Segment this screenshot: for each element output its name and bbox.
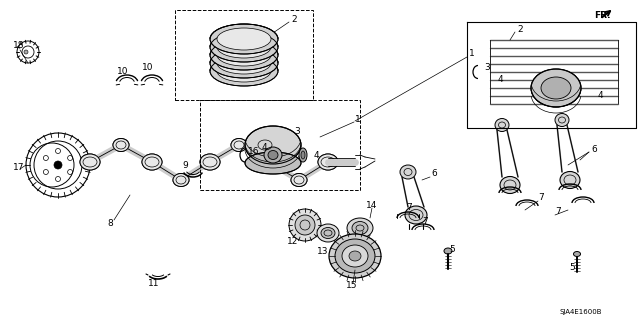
- Ellipse shape: [217, 28, 271, 50]
- Text: 7: 7: [422, 218, 428, 226]
- Ellipse shape: [299, 148, 307, 162]
- Text: 6: 6: [431, 169, 436, 179]
- Ellipse shape: [210, 24, 278, 54]
- Ellipse shape: [245, 152, 301, 174]
- Ellipse shape: [173, 174, 189, 187]
- Text: 5: 5: [449, 244, 455, 254]
- Ellipse shape: [210, 40, 278, 70]
- Text: SJA4E1600B: SJA4E1600B: [560, 309, 602, 315]
- Ellipse shape: [531, 69, 581, 107]
- Ellipse shape: [555, 114, 569, 127]
- Text: 5: 5: [569, 263, 575, 272]
- Ellipse shape: [444, 248, 452, 254]
- Text: 3: 3: [294, 127, 300, 136]
- Text: 2: 2: [517, 25, 523, 33]
- Text: 6: 6: [591, 145, 596, 153]
- Ellipse shape: [573, 251, 580, 256]
- Text: 8: 8: [107, 219, 113, 228]
- Ellipse shape: [217, 44, 271, 66]
- Ellipse shape: [301, 151, 305, 159]
- Ellipse shape: [210, 56, 278, 86]
- Text: 15: 15: [346, 281, 358, 291]
- Ellipse shape: [349, 251, 361, 261]
- Ellipse shape: [210, 48, 278, 78]
- Circle shape: [289, 209, 321, 241]
- Text: 7: 7: [406, 204, 412, 212]
- Text: 4: 4: [498, 75, 504, 84]
- Ellipse shape: [231, 138, 247, 152]
- Ellipse shape: [352, 221, 368, 234]
- Ellipse shape: [200, 154, 220, 170]
- Ellipse shape: [495, 118, 509, 131]
- Text: 1: 1: [355, 115, 361, 123]
- Ellipse shape: [317, 224, 339, 242]
- Text: 2: 2: [291, 16, 296, 25]
- Text: 3: 3: [484, 63, 490, 71]
- Ellipse shape: [264, 147, 282, 163]
- Ellipse shape: [405, 206, 427, 224]
- Ellipse shape: [217, 52, 271, 74]
- Text: 1: 1: [469, 49, 475, 58]
- Circle shape: [54, 161, 62, 169]
- Text: 11: 11: [148, 278, 159, 287]
- Text: FR.: FR.: [594, 11, 611, 20]
- Ellipse shape: [541, 77, 571, 99]
- Text: 18: 18: [13, 41, 24, 50]
- Text: 10: 10: [142, 63, 154, 71]
- Ellipse shape: [318, 154, 338, 170]
- Ellipse shape: [80, 154, 100, 170]
- Ellipse shape: [245, 126, 301, 164]
- Text: 7: 7: [555, 207, 561, 217]
- Ellipse shape: [113, 138, 129, 152]
- Ellipse shape: [291, 174, 307, 187]
- Text: 14: 14: [366, 201, 378, 210]
- Ellipse shape: [258, 154, 278, 170]
- Text: 10: 10: [117, 68, 129, 77]
- Text: 16: 16: [248, 147, 259, 157]
- Text: 7: 7: [538, 194, 544, 203]
- Ellipse shape: [142, 154, 162, 170]
- Ellipse shape: [210, 32, 278, 62]
- Text: 4: 4: [262, 144, 268, 152]
- Ellipse shape: [342, 245, 368, 267]
- Circle shape: [24, 50, 28, 54]
- Ellipse shape: [335, 239, 375, 273]
- Ellipse shape: [400, 165, 416, 179]
- Ellipse shape: [268, 151, 278, 160]
- Ellipse shape: [500, 176, 520, 194]
- Text: 17: 17: [13, 162, 24, 172]
- Text: 4: 4: [598, 91, 604, 100]
- Text: 9: 9: [182, 161, 188, 170]
- Ellipse shape: [347, 218, 373, 238]
- Text: 13: 13: [317, 247, 328, 256]
- Text: 4: 4: [314, 151, 319, 160]
- Ellipse shape: [329, 234, 381, 278]
- Ellipse shape: [560, 172, 580, 189]
- Text: 12: 12: [287, 236, 298, 246]
- Ellipse shape: [321, 227, 335, 239]
- Ellipse shape: [217, 60, 271, 82]
- Ellipse shape: [217, 36, 271, 58]
- Circle shape: [295, 215, 315, 235]
